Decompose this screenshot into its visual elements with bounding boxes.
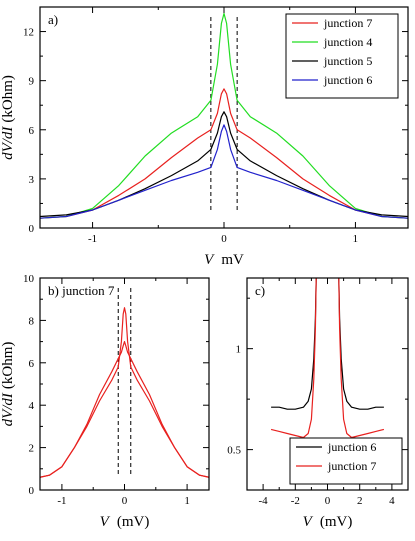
y-tick-label: 0 (29, 485, 35, 497)
x-tick-label: 2 (357, 495, 363, 507)
y-tick-label: 1 (236, 344, 242, 356)
y-tick-label: 4 (29, 400, 35, 412)
x-axis-unit: (mV) (320, 514, 353, 530)
x-tick-label: 0 (122, 495, 128, 507)
legend-entry: junction 4 (323, 35, 372, 49)
y-tick-label: 0.5 (227, 445, 241, 457)
series-line-a-1 (40, 12, 408, 219)
y-tick-label: 2 (29, 443, 35, 455)
series-line-c-1 (270, 278, 385, 439)
y-axis-unit: (kOhm) (0, 342, 16, 390)
y-tick-label: 6 (29, 125, 35, 137)
y-tick-label: 9 (29, 76, 35, 88)
series-line-b-1 (40, 341, 209, 478)
series-line-a-0 (40, 88, 408, 219)
x-tick-label: 1 (353, 233, 359, 245)
x-tick-label: -4 (259, 495, 269, 507)
legend-entry: junction 6 (327, 440, 376, 454)
y-axis-unit: (kOhm) (0, 75, 16, 123)
panel-c: -4 -2 0 2 4 0.5 1 c) V (mV) junction 6 junction 7 (227, 277, 409, 530)
x-axis-label: V (mV) (303, 514, 353, 530)
series-line-a-3 (40, 124, 408, 219)
legend-box (285, 13, 399, 99)
legend-entry: junction 7 (323, 16, 372, 30)
x-axis-unit: mV (221, 252, 244, 268)
x-tick-label: -2 (291, 495, 300, 507)
legend-entry: junction 6 (323, 73, 372, 87)
legend: junction 6 junction 7 (289, 437, 403, 485)
x-tick-label: 4 (389, 495, 395, 507)
series-line-b-0 (40, 307, 209, 478)
legend: junction 7 junction 4 junction 5 junction 6 (285, 13, 399, 99)
legend-entry: junction 5 (323, 54, 372, 68)
series-group (40, 307, 209, 478)
series-group (40, 12, 408, 219)
y-tick-label: 8 (29, 315, 35, 327)
y-axis-var: dV/dI (0, 392, 16, 426)
y-tick-label: 3 (29, 174, 35, 186)
panel-label: a) (48, 12, 58, 27)
legend-entry: junction 7 (327, 459, 376, 473)
y-tick-label: 10 (23, 273, 35, 285)
x-tick-label: -1 (88, 233, 97, 245)
x-axis-var: V (100, 514, 111, 530)
legend-box (289, 437, 403, 485)
y-axis-label: dV/dI (kOhm) (0, 75, 16, 160)
x-axis-var: V (303, 514, 314, 530)
x-tick-label: 0 (325, 495, 331, 507)
y-axis-var: dV/dI (0, 126, 16, 160)
y-tick-label: 0 (29, 223, 35, 235)
series-line-c-0 (271, 278, 384, 410)
x-tick-label: 1 (184, 495, 190, 507)
y-tick-label: 6 (29, 358, 35, 370)
x-axis-unit: (mV) (117, 514, 150, 530)
panel-label: c) (255, 283, 265, 298)
panel-label: b) junction 7 (48, 283, 115, 298)
x-axis-var: V (204, 252, 215, 268)
x-axis-label: V (mV) (100, 514, 150, 530)
x-tick-label: -1 (57, 495, 66, 507)
series-group (270, 278, 385, 439)
x-tick-label: 0 (221, 233, 227, 245)
y-axis-label: dV/dI (kOhm) (0, 342, 16, 427)
y-tick-label: 12 (23, 27, 34, 39)
series-line-a-2 (40, 111, 408, 218)
